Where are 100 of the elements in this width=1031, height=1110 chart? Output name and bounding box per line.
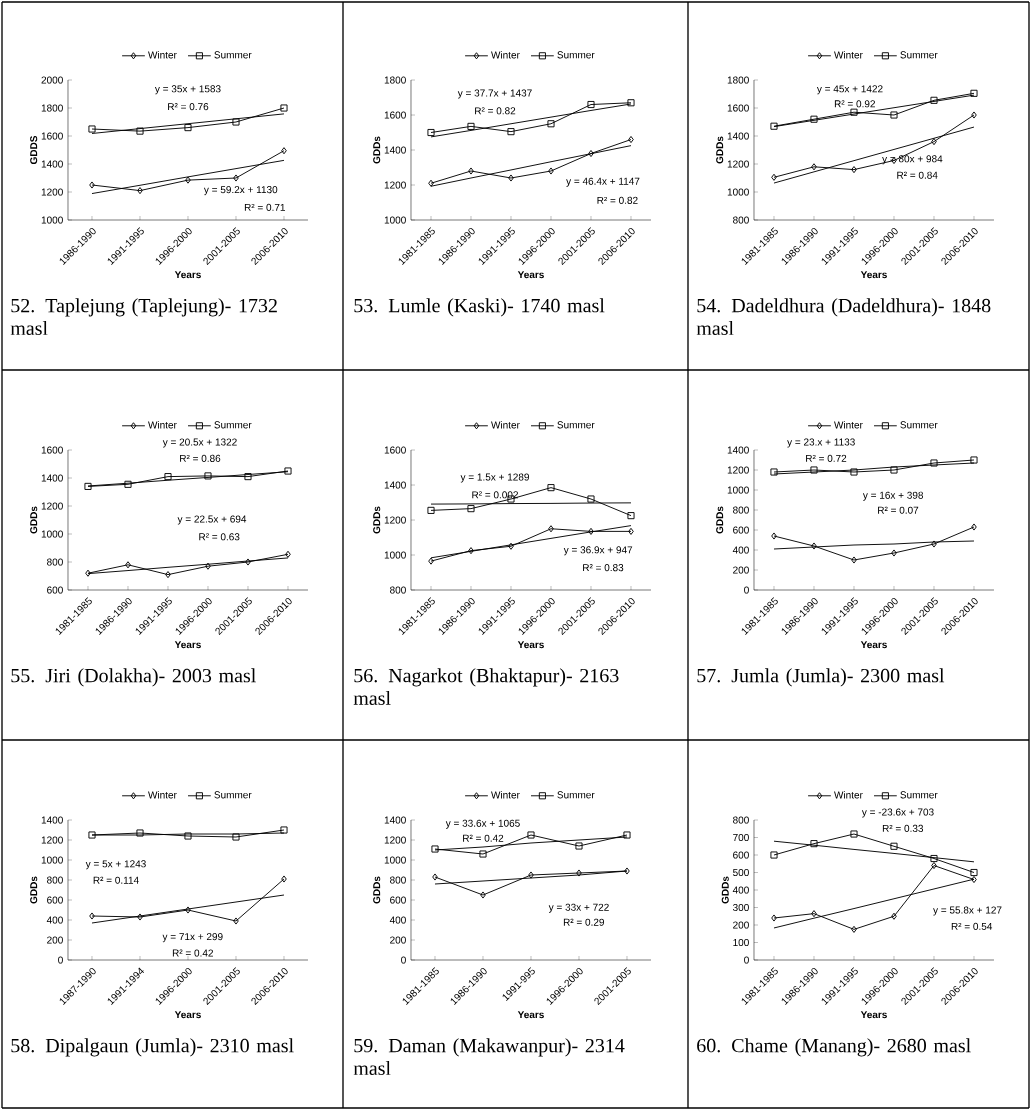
- text: 52. Taplejung (Taplejung)- 1732 masl: [10, 298, 277, 336]
- y-tick-label: 1200: [384, 836, 406, 844]
- y-tick-label: 200: [47, 936, 63, 944]
- annotation: R² = 0.42: [463, 834, 504, 842]
- y-tick-label: 1400: [727, 446, 749, 454]
- legend-label: Summer: [557, 51, 595, 59]
- annotation: y = 71x + 299: [162, 933, 223, 943]
- y-tick-label: 1000: [41, 216, 63, 224]
- text: y = -23.6x + 703: [861, 808, 934, 818]
- y-tick-label: 1400: [384, 146, 406, 154]
- text: y = 23.x + 1133: [787, 438, 855, 448]
- text: 54. Dadeldhura (Dadeldhura)- 1848 masl: [696, 298, 991, 336]
- annotation: y = 59.2x + 1130: [203, 186, 278, 196]
- text: 59. Daman (Makawanpur)- 2314 masl: [353, 1038, 625, 1076]
- y-axis-title: GDDs: [30, 876, 38, 904]
- annotation: y = 36.9x + 947: [563, 546, 633, 556]
- legend-label: Summer: [900, 51, 938, 59]
- y-tick-label: 200: [733, 921, 749, 929]
- y-tick-label: 1200: [727, 466, 749, 474]
- y-tick-label: 200: [390, 936, 406, 944]
- legend-label: Summer: [557, 791, 595, 799]
- annotation: R² = 0.84: [897, 171, 938, 179]
- y-tick-label: 1000: [727, 188, 749, 196]
- annotation: R² = 0.29: [563, 918, 605, 926]
- y-tick-label: 1400: [41, 816, 63, 824]
- annotation: y = 46.4x + 1147: [566, 177, 640, 187]
- y-tick-label: 1200: [41, 836, 63, 844]
- y-tick-label: 1600: [41, 132, 63, 140]
- y-tick-label: 800: [733, 816, 749, 824]
- annotation: y = 5x + 1243: [85, 860, 146, 870]
- y-tick-label: 800: [733, 506, 749, 514]
- text: 53. Lumle (Kaski)- 1740 masl: [354, 298, 605, 317]
- text: 58. Dipalgaun (Jumla)- 2310 masl: [11, 1038, 294, 1057]
- y-tick-label: 1000: [384, 856, 406, 864]
- annotation: R² = 0.83: [583, 564, 624, 572]
- legend-label: Summer: [214, 51, 252, 59]
- legend-label: Summer: [214, 421, 252, 429]
- y-tick-label: 600: [47, 896, 63, 904]
- y-axis-title: GDDs: [721, 876, 729, 904]
- y-tick-label: 1600: [384, 111, 406, 119]
- y-tick-label: 0: [744, 956, 749, 964]
- y-tick-label: 1000: [384, 216, 406, 224]
- legend-label: Winter: [148, 421, 177, 429]
- annotation: R² = 0.76: [168, 103, 209, 111]
- y-tick-label: 800: [390, 876, 406, 884]
- y-axis-title: GDDs: [716, 136, 724, 164]
- y-tick-label: 400: [389, 916, 406, 924]
- legend-label: Summer: [214, 791, 252, 799]
- y-tick-label: 1600: [727, 104, 749, 112]
- text: 57. Jumla (Jumla)- 2300 masl: [697, 668, 945, 687]
- y-axis-title: GDDs: [716, 506, 724, 534]
- y-axis-title: GDDs: [373, 876, 381, 904]
- text: y = 20.5x + 1322: [162, 438, 237, 448]
- legend-label: Winter: [148, 51, 177, 59]
- annotation: R² = 0.002: [472, 491, 518, 499]
- legend-label: Winter: [148, 791, 177, 799]
- annotation: R² = 0.63: [199, 533, 240, 541]
- y-tick-label: 1000: [384, 551, 406, 559]
- legend-label: Winter: [491, 51, 520, 59]
- y-tick-label: 200: [733, 566, 749, 574]
- y-axis-title: GDDS: [30, 135, 38, 165]
- y-tick-label: 1200: [41, 188, 63, 196]
- annotation: y = 1.5x + 1289: [460, 473, 529, 483]
- annotation: R² = 0.114: [93, 876, 139, 884]
- y-tick-label: 1000: [727, 486, 749, 494]
- y-tick-label: 1000: [41, 530, 63, 538]
- y-tick-label: 700: [733, 833, 749, 842]
- y-tick-label: 300: [732, 903, 749, 912]
- y-axis-title: GDDs: [373, 136, 381, 164]
- text: 56. Nagarkot (Bhaktapur)- 2163 masl: [353, 668, 619, 705]
- y-tick-label: 1200: [384, 181, 406, 189]
- y-tick-label: 1600: [384, 446, 406, 454]
- annotation: y = 45x + 1422: [816, 85, 883, 95]
- y-axis-title: GDDs: [30, 506, 38, 534]
- x-axis-title: Years: [860, 1011, 887, 1019]
- annotation: y = 16x + 398: [862, 491, 924, 501]
- y-tick-label: 800: [47, 876, 63, 884]
- y-tick-label: 1400: [384, 481, 406, 489]
- text: 55. Jiri (Dolakha)- 2003 masl: [11, 668, 256, 687]
- annotation: R² = 0.54: [951, 922, 993, 930]
- y-tick-label: 1800: [41, 104, 63, 112]
- annotation: R² = 0.82: [475, 107, 516, 115]
- annotation: R² = 0.72: [806, 454, 847, 462]
- y-tick-label: 400: [732, 546, 749, 554]
- y-tick-label: 100: [733, 938, 749, 947]
- text: 60. Chame (Manang)- 2680 masl: [697, 1038, 971, 1057]
- x-axis-title: Years: [860, 271, 887, 279]
- x-axis-title: Years: [174, 1011, 201, 1019]
- y-tick-label: 400: [46, 916, 63, 924]
- annotation: R² = 0.71: [244, 203, 286, 211]
- y-tick-label: 0: [58, 956, 63, 964]
- y-tick-label: 600: [733, 851, 749, 859]
- y-tick-label: 1400: [41, 474, 63, 482]
- y-tick-label: 1200: [727, 160, 749, 168]
- y-tick-label: 1600: [41, 446, 63, 454]
- y-tick-label: 1200: [41, 502, 63, 510]
- annotation: y = 22.5x + 694: [177, 515, 247, 525]
- x-axis-title: Years: [517, 641, 544, 649]
- y-tick-label: 1400: [384, 816, 406, 824]
- annotation: R² = 0.33: [882, 824, 924, 832]
